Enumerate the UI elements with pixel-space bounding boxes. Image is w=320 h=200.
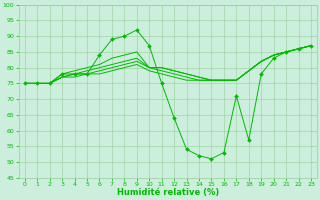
X-axis label: Humidité relative (%): Humidité relative (%) bbox=[117, 188, 219, 197]
